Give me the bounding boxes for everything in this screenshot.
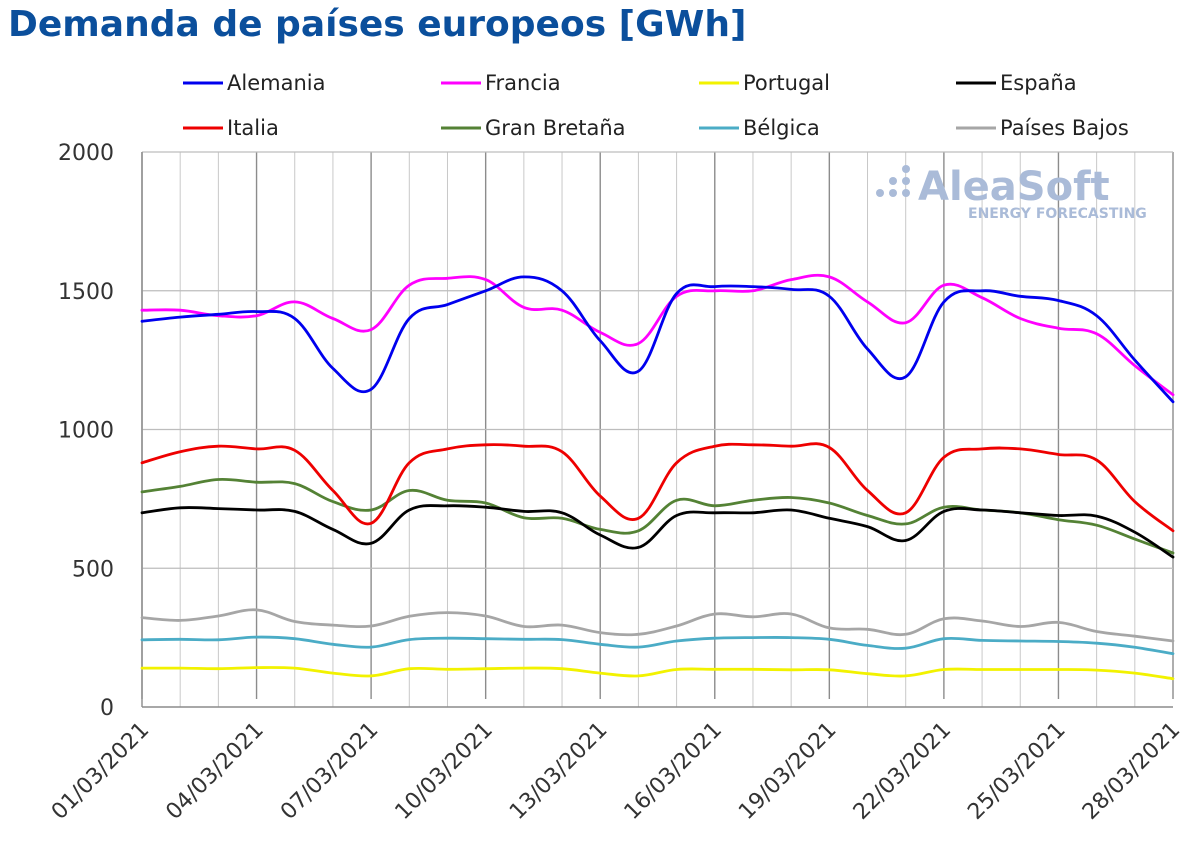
series-line-belgica [140, 635, 1175, 656]
legend-label: España [1000, 71, 1077, 95]
x-axis-ticks: 01/03/2021 04/03/2021 07/03/2021 10/03/2021… [47, 718, 1185, 825]
x-tick-label: 07/03/2021 [276, 718, 383, 825]
series-line-francia [140, 273, 1175, 397]
x-tick-label: 16/03/2021 [620, 718, 727, 825]
x-tick-label: 22/03/2021 [849, 718, 956, 825]
legend-item-paises-bajos: Países Bajos [956, 116, 1129, 140]
legend: Alemania Francia Portugal España Italia Gran … [183, 71, 1129, 140]
series-line-alemania [140, 275, 1175, 404]
legend-item-francia: Francia [441, 71, 561, 95]
logo-dot [876, 189, 884, 197]
y-tick-label: 1500 [58, 280, 114, 305]
series-line-espana [140, 504, 1175, 559]
legend-label: Italia [227, 116, 279, 140]
y-tick-label: 2000 [58, 141, 114, 166]
legend-label: Portugal [743, 71, 830, 95]
x-tick-label: 04/03/2021 [161, 718, 268, 825]
logo-dot [889, 177, 897, 185]
legend-item-gran-bretana: Gran Bretaña [441, 116, 626, 140]
y-axis-ticks: 0 500 1000 1500 2000 [58, 141, 114, 721]
logo-dot [902, 189, 910, 197]
legend-label: Alemania [227, 71, 325, 95]
series-lines [140, 273, 1175, 681]
legend-item-alemania: Alemania [183, 71, 325, 95]
grid [141, 151, 1174, 708]
y-tick-label: 500 [72, 557, 114, 582]
x-tick-label: 25/03/2021 [963, 718, 1070, 825]
watermark-brand: AleaSoft [918, 164, 1110, 210]
logo-dot [889, 189, 897, 197]
legend-item-belgica: Bélgica [699, 116, 820, 140]
x-tick-label: 10/03/2021 [391, 718, 498, 825]
x-tick-label: 19/03/2021 [734, 718, 841, 825]
legend-item-portugal: Portugal [699, 71, 830, 95]
watermark-subtitle: ENERGY FORECASTING [968, 206, 1147, 222]
legend-label: Gran Bretaña [485, 116, 626, 140]
y-tick-label: 0 [100, 696, 114, 721]
aleasoft-watermark: AleaSoft ENERGY FORECASTING [876, 164, 1147, 222]
aleasoft-logo-icon [876, 165, 910, 197]
series-line-portugal [140, 666, 1175, 681]
chart-title: Demanda de países europeos [GWh] [8, 4, 747, 45]
legend-label: Bélgica [743, 116, 820, 140]
series-line-paises-bajos [140, 608, 1175, 643]
legend-label: Países Bajos [1000, 116, 1129, 140]
x-tick-label: 28/03/2021 [1078, 718, 1185, 825]
logo-dot [902, 177, 910, 185]
legend-item-espana: España [956, 71, 1077, 95]
legend-label: Francia [485, 71, 561, 95]
y-tick-label: 1000 [58, 419, 114, 444]
x-tick-label: 13/03/2021 [505, 718, 612, 825]
series-line-italia [140, 442, 1175, 533]
legend-item-italia: Italia [183, 116, 279, 140]
logo-dot [902, 165, 910, 173]
x-tick-label: 01/03/2021 [47, 718, 154, 825]
